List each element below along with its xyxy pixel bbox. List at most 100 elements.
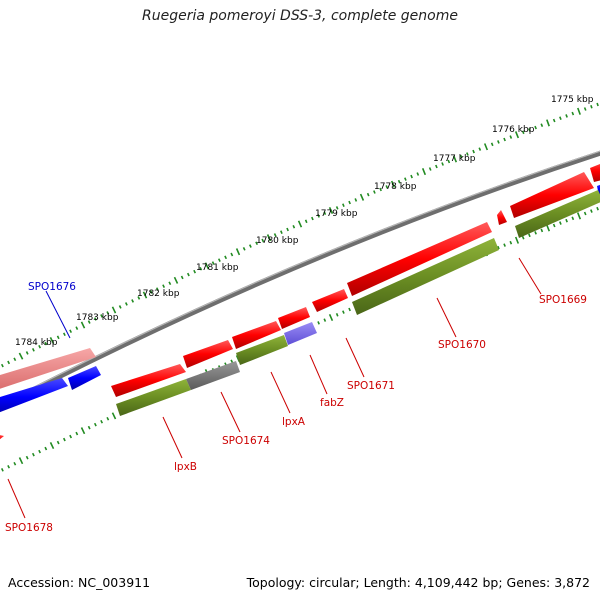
gene-label-lpxa[interactable]: lpxA — [282, 416, 306, 428]
scale-tick — [292, 224, 296, 229]
scale-tick — [596, 102, 599, 107]
scale-tick — [379, 187, 382, 192]
gene-edge-forward[interactable] — [590, 160, 600, 182]
gene-label-spo1678[interactable]: SPO1678 — [5, 522, 53, 534]
gene-spo1671-forward[interactable] — [312, 289, 348, 312]
scale-tick — [186, 272, 190, 277]
scale-tick — [62, 332, 66, 337]
gene-spo1674-forward[interactable] — [183, 340, 233, 368]
gene-lpxa-forward[interactable] — [232, 321, 281, 349]
scale-tick — [0, 468, 4, 472]
leader-spo1671 — [345, 337, 365, 378]
scale-tick — [80, 427, 86, 435]
scale-tick — [317, 321, 320, 325]
scale-tick — [131, 299, 135, 303]
gene-spo1670-forward[interactable] — [347, 222, 492, 296]
scale-tick — [255, 241, 259, 246]
scale-tick — [118, 305, 122, 309]
scale-tick — [483, 143, 489, 151]
gene-label-spo1674[interactable]: SPO1674 — [222, 435, 270, 447]
cds-lpxb[interactable] — [116, 379, 191, 416]
scale-tick — [311, 216, 314, 221]
scale-tick — [93, 422, 97, 427]
gene-spo1669-forward[interactable] — [510, 172, 594, 218]
gene-spo1676-forward[interactable] — [0, 348, 96, 392]
scale-tick — [0, 363, 4, 368]
scale-label: 1779 kbp — [315, 209, 358, 219]
scale-tick — [69, 434, 73, 439]
gene-small-marker[interactable] — [497, 210, 507, 225]
gene-spo1676-reverse[interactable] — [0, 378, 68, 416]
accession-text: Accession: NC_003911 — [8, 575, 151, 590]
forward-strand-genes — [0, 160, 600, 447]
scale-tick — [69, 329, 73, 333]
scale-tick — [348, 307, 351, 312]
scale-tick — [266, 234, 272, 242]
scale-tick — [590, 105, 593, 109]
genome-backbone-highlight — [0, 150, 600, 406]
scale-tick — [540, 228, 544, 233]
scale-tick — [509, 135, 513, 139]
scale-tick — [142, 291, 148, 299]
scale-label: 1775 kbp — [551, 95, 594, 105]
scale-tick — [571, 111, 575, 116]
scale-tick — [441, 162, 444, 166]
gene-label-spo1670[interactable]: SPO1670 — [438, 339, 486, 351]
leader-spo1674 — [220, 391, 241, 433]
scale-tick — [521, 235, 525, 240]
scale-tick — [31, 348, 35, 352]
scale-tick — [62, 437, 66, 442]
scale-tick — [590, 209, 593, 213]
scale-tick — [342, 310, 345, 314]
scale-tick — [497, 140, 500, 144]
scale-tick — [521, 130, 525, 135]
scale-tick — [87, 320, 91, 324]
cds-fabz[interactable] — [284, 322, 317, 345]
cds-spo1670[interactable] — [352, 238, 499, 315]
gene-spo1678[interactable] — [0, 433, 4, 447]
scale-label: 1777 kbp — [433, 154, 476, 164]
scale-tick — [472, 149, 475, 154]
scale-tick — [583, 107, 587, 111]
scale-tick — [534, 231, 537, 235]
gene-label-spo1669[interactable]: SPO1669 — [539, 294, 587, 306]
scale-tick — [428, 167, 432, 171]
scale-tick — [193, 269, 197, 274]
scale-tick — [7, 465, 11, 469]
scale-tick — [7, 360, 11, 365]
scale-tick — [13, 357, 17, 362]
scale-tick — [31, 452, 35, 457]
gene-label-fabz[interactable]: fabZ — [320, 397, 344, 409]
scale-tick — [342, 203, 345, 207]
gene-lpxb-forward[interactable] — [111, 364, 186, 397]
leader-fabz — [309, 354, 328, 395]
leader-lpxa — [270, 371, 291, 414]
scale-tick — [435, 164, 438, 169]
scale-tick — [273, 233, 277, 237]
scale-tick — [576, 212, 582, 220]
scale-tick — [173, 276, 179, 284]
scale-tick — [304, 219, 308, 224]
scale-tick — [242, 247, 246, 251]
gene-fabz-forward[interactable] — [278, 307, 310, 329]
scale-tick — [565, 114, 568, 118]
scale-tick — [366, 192, 370, 197]
gene-label-spo1676[interactable]: SPO1676 — [28, 281, 76, 293]
scale-tick — [410, 174, 413, 179]
cds-lpxa[interactable] — [236, 335, 288, 365]
scale-tick — [199, 266, 203, 271]
scale-tick — [323, 211, 327, 215]
scale-tick — [466, 152, 469, 156]
gene-reverse-2[interactable] — [68, 366, 101, 390]
scale-tick — [373, 190, 376, 194]
scale-tick — [528, 233, 531, 238]
scale-tick — [459, 154, 463, 159]
gene-label-lpxb[interactable]: lpxB — [174, 461, 197, 473]
gene-label-spo1671[interactable]: SPO1671 — [347, 380, 395, 392]
leader-spo1678 — [7, 478, 26, 519]
cds-spo1669[interactable] — [515, 190, 600, 238]
cds-spo1674[interactable] — [186, 361, 240, 390]
scale-tick — [87, 425, 91, 430]
scale-tick — [328, 206, 334, 215]
scale-tick — [18, 457, 24, 465]
